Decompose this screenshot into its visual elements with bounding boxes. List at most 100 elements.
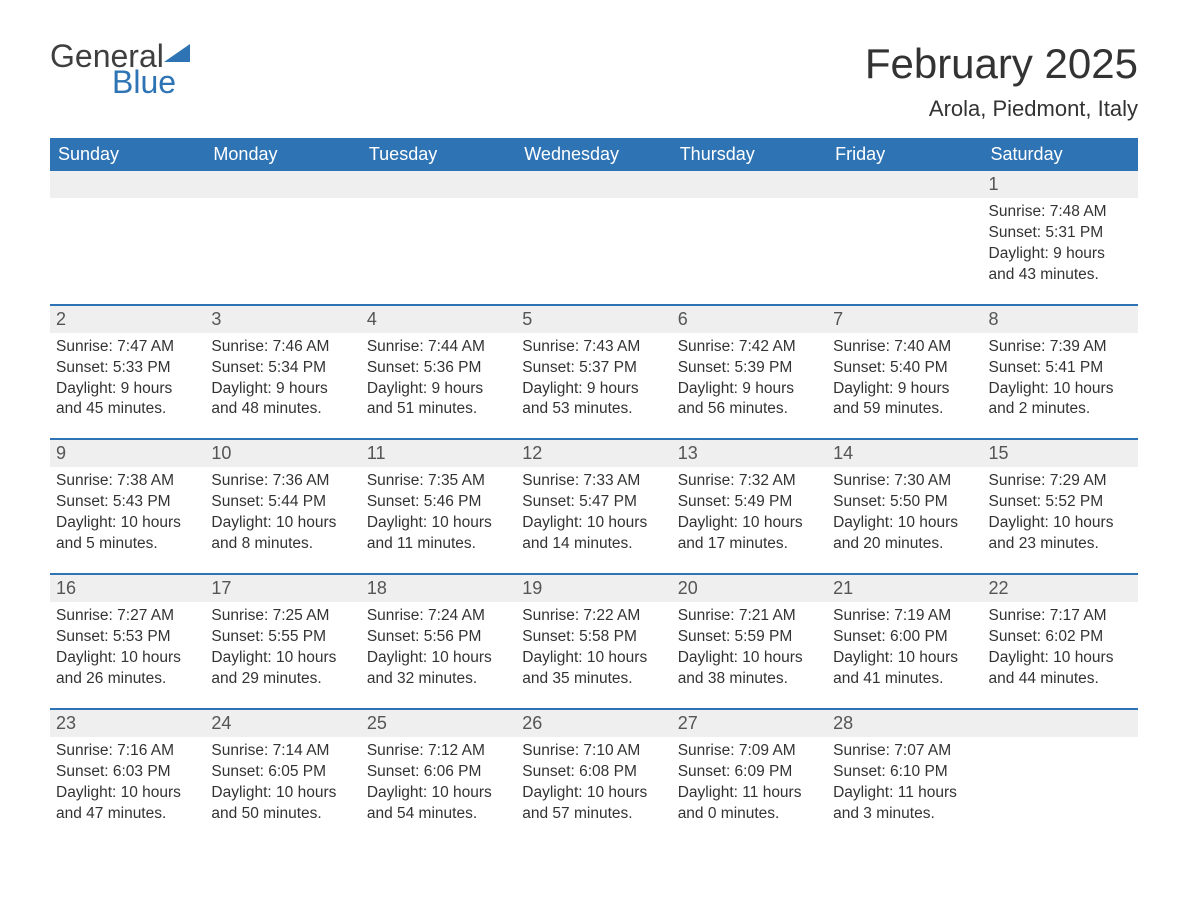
day-number: 18 <box>361 575 516 602</box>
sunset-line: Sunset: 6:05 PM <box>211 762 354 783</box>
sunset-line: Sunset: 5:50 PM <box>833 492 976 513</box>
day-body: Sunrise: 7:17 AMSunset: 6:02 PMDaylight:… <box>983 602 1138 708</box>
day-body: Sunrise: 7:46 AMSunset: 5:34 PMDaylight:… <box>205 333 360 439</box>
calendar-cell: 9Sunrise: 7:38 AMSunset: 5:43 PMDaylight… <box>50 439 205 574</box>
calendar-cell: 19Sunrise: 7:22 AMSunset: 5:58 PMDayligh… <box>516 574 671 709</box>
day-number <box>50 171 205 198</box>
day-body: Sunrise: 7:25 AMSunset: 5:55 PMDaylight:… <box>205 602 360 708</box>
day-body: Sunrise: 7:09 AMSunset: 6:09 PMDaylight:… <box>672 737 827 843</box>
daylight-line: Daylight: 10 hours and 32 minutes. <box>367 648 510 690</box>
sunrise-line: Sunrise: 7:12 AM <box>367 741 510 762</box>
daylight-line: Daylight: 9 hours and 48 minutes. <box>211 379 354 421</box>
sunrise-line: Sunrise: 7:21 AM <box>678 606 821 627</box>
sunset-line: Sunset: 5:41 PM <box>989 358 1132 379</box>
day-body: Sunrise: 7:39 AMSunset: 5:41 PMDaylight:… <box>983 333 1138 439</box>
day-body: Sunrise: 7:42 AMSunset: 5:39 PMDaylight:… <box>672 333 827 439</box>
sunset-line: Sunset: 5:31 PM <box>989 223 1132 244</box>
calendar-cell <box>983 709 1138 843</box>
day-number: 15 <box>983 440 1138 467</box>
month-title: February 2025 <box>865 40 1138 88</box>
calendar-week: 2Sunrise: 7:47 AMSunset: 5:33 PMDaylight… <box>50 305 1138 440</box>
calendar-cell <box>516 171 671 305</box>
daylight-line: Daylight: 10 hours and 20 minutes. <box>833 513 976 555</box>
daylight-line: Daylight: 9 hours and 53 minutes. <box>522 379 665 421</box>
sunset-line: Sunset: 5:56 PM <box>367 627 510 648</box>
calendar-cell <box>50 171 205 305</box>
sunrise-line: Sunrise: 7:33 AM <box>522 471 665 492</box>
daylight-line: Daylight: 10 hours and 38 minutes. <box>678 648 821 690</box>
sunset-line: Sunset: 6:03 PM <box>56 762 199 783</box>
daylight-line: Daylight: 10 hours and 8 minutes. <box>211 513 354 555</box>
day-number: 28 <box>827 710 982 737</box>
daylight-line: Daylight: 10 hours and 41 minutes. <box>833 648 976 690</box>
sunrise-line: Sunrise: 7:38 AM <box>56 471 199 492</box>
day-number: 21 <box>827 575 982 602</box>
daylight-line: Daylight: 9 hours and 56 minutes. <box>678 379 821 421</box>
calendar-body: 1 Sunrise: 7:48 AMSunset: 5:31 PM Daylight… <box>50 171 1138 842</box>
sunrise-line: Sunrise: 7:25 AM <box>211 606 354 627</box>
day-body: Sunrise: 7:47 AMSunset: 5:33 PMDaylight:… <box>50 333 205 439</box>
day-body <box>205 198 360 298</box>
day-number: 1 <box>983 171 1138 198</box>
day-body <box>983 737 1138 837</box>
day-number <box>983 710 1138 737</box>
calendar-cell: 11Sunrise: 7:35 AMSunset: 5:46 PMDayligh… <box>361 439 516 574</box>
day-body: Sunrise: 7:27 AMSunset: 5:53 PMDaylight:… <box>50 602 205 708</box>
day-body: Sunrise: 7:38 AMSunset: 5:43 PMDaylight:… <box>50 467 205 573</box>
calendar-cell: 27Sunrise: 7:09 AMSunset: 6:09 PMDayligh… <box>672 709 827 843</box>
sunrise-line: Sunrise: 7:22 AM <box>522 606 665 627</box>
day-number: 13 <box>672 440 827 467</box>
daylight-line: Daylight: 10 hours and 44 minutes. <box>989 648 1132 690</box>
day-number: 22 <box>983 575 1138 602</box>
daylight-line: Daylight: 10 hours and 26 minutes. <box>56 648 199 690</box>
daylight-line: Daylight: 10 hours and 57 minutes. <box>522 783 665 825</box>
day-body: Sunrise: 7:35 AMSunset: 5:46 PMDaylight:… <box>361 467 516 573</box>
day-body: Sunrise: 7:29 AMSunset: 5:52 PMDaylight:… <box>983 467 1138 573</box>
sunset-line: Sunset: 5:40 PM <box>833 358 976 379</box>
day-number: 25 <box>361 710 516 737</box>
calendar-cell: 25Sunrise: 7:12 AMSunset: 6:06 PMDayligh… <box>361 709 516 843</box>
sunset-line: Sunset: 5:43 PM <box>56 492 199 513</box>
calendar-cell: 10Sunrise: 7:36 AMSunset: 5:44 PMDayligh… <box>205 439 360 574</box>
sunset-line: Sunset: 5:52 PM <box>989 492 1132 513</box>
sunrise-line: Sunrise: 7:46 AM <box>211 337 354 358</box>
sunrise-line: Sunrise: 7:39 AM <box>989 337 1132 358</box>
sunrise-line: Sunrise: 7:27 AM <box>56 606 199 627</box>
daylight-line: Daylight: 10 hours and 5 minutes. <box>56 513 199 555</box>
sunrise-line: Sunrise: 7:14 AM <box>211 741 354 762</box>
day-body: Sunrise: 7:10 AMSunset: 6:08 PMDaylight:… <box>516 737 671 843</box>
sunset-line: Sunset: 5:34 PM <box>211 358 354 379</box>
weekday-header: Saturday <box>983 138 1138 171</box>
sunrise-line: Sunrise: 7:40 AM <box>833 337 976 358</box>
sunrise-line: Sunrise: 7:44 AM <box>367 337 510 358</box>
sunset-line: Sunset: 5:33 PM <box>56 358 199 379</box>
day-number: 17 <box>205 575 360 602</box>
day-number <box>827 171 982 198</box>
day-number: 2 <box>50 306 205 333</box>
day-number <box>361 171 516 198</box>
sunset-line: Sunset: 6:09 PM <box>678 762 821 783</box>
daylight-line: Daylight: 10 hours and 35 minutes. <box>522 648 665 690</box>
daylight-line: Daylight: 10 hours and 2 minutes. <box>989 379 1132 421</box>
calendar-cell: 28Sunrise: 7:07 AMSunset: 6:10 PMDayligh… <box>827 709 982 843</box>
sunrise-line: Sunrise: 7:09 AM <box>678 741 821 762</box>
weekday-header: Sunday <box>50 138 205 171</box>
day-number <box>516 171 671 198</box>
sunrise-line: Sunrise: 7:48 AM <box>989 202 1132 223</box>
sunset-line: Sunset: 6:10 PM <box>833 762 976 783</box>
sunset-line: Sunset: 5:58 PM <box>522 627 665 648</box>
sunset-line: Sunset: 5:47 PM <box>522 492 665 513</box>
daylight-line: Daylight: 10 hours and 17 minutes. <box>678 513 821 555</box>
daylight-line: Daylight: 10 hours and 54 minutes. <box>367 783 510 825</box>
day-number: 26 <box>516 710 671 737</box>
logo: General Blue <box>50 40 194 98</box>
day-number: 23 <box>50 710 205 737</box>
calendar-cell: 18Sunrise: 7:24 AMSunset: 5:56 PMDayligh… <box>361 574 516 709</box>
weekday-header: Wednesday <box>516 138 671 171</box>
day-number: 16 <box>50 575 205 602</box>
calendar-cell: 2Sunrise: 7:47 AMSunset: 5:33 PMDaylight… <box>50 305 205 440</box>
location: Arola, Piedmont, Italy <box>865 96 1138 122</box>
calendar-table: SundayMondayTuesdayWednesdayThursdayFrid… <box>50 138 1138 842</box>
sunset-line: Sunset: 6:00 PM <box>833 627 976 648</box>
calendar-cell: 15Sunrise: 7:29 AMSunset: 5:52 PMDayligh… <box>983 439 1138 574</box>
